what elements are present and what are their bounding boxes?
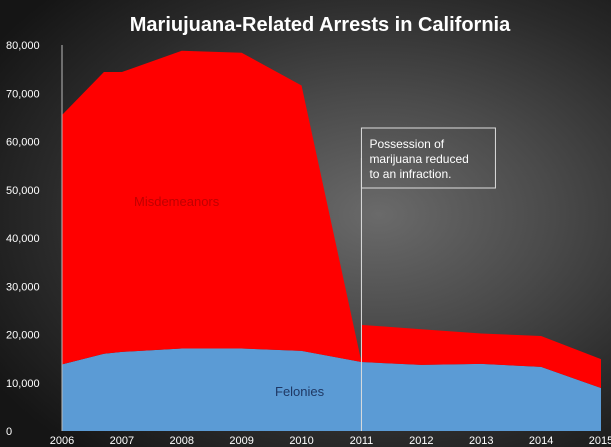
y-tick-label: 80,000 <box>6 40 40 52</box>
x-tick-label: 2013 <box>469 435 493 447</box>
x-tick-label: 2014 <box>529 435 553 447</box>
y-tick-label: 30,000 <box>6 281 40 293</box>
y-tick-label: 20,000 <box>6 330 40 342</box>
misdemeanors-area-2 <box>361 324 601 389</box>
annotation-line-3: to an infraction. <box>369 167 451 181</box>
y-tick-label: 70,000 <box>6 88 40 100</box>
y-tick-label: 40,000 <box>6 233 40 245</box>
series-label-felonies: Felonies <box>275 384 325 399</box>
y-tick-label: 10,000 <box>6 378 40 390</box>
y-tick-label: 60,000 <box>6 137 40 149</box>
y-tick-label: 0 <box>6 426 12 438</box>
annotation: Possession of marijuana reduced to an in… <box>360 127 496 431</box>
x-tick-label: 2008 <box>170 435 194 447</box>
y-axis: 0 10,000 20,000 30,000 40,000 50,000 60,000 70,… <box>6 40 63 438</box>
misdemeanors-area-1 <box>62 50 362 365</box>
annotation-line-1: Possession of <box>369 137 444 151</box>
x-tick-label: 2009 <box>229 435 253 447</box>
annotation-box <box>360 127 496 189</box>
x-axis: 2006 2007 2008 2009 2010 2011 2012 2013 2014 2015 <box>50 435 611 447</box>
x-tick-label: 2010 <box>289 435 313 447</box>
series-label-misdemeanors: Misdemeanors <box>134 194 220 209</box>
x-tick-label: 2007 <box>110 435 134 447</box>
x-tick-label: 2012 <box>409 435 433 447</box>
x-tick-label: 2011 <box>350 435 374 447</box>
y-tick-label: 50,000 <box>6 185 40 197</box>
chart-title: Mariujuana-Related Arrests in California <box>130 14 511 36</box>
annotation-line-2: marijuana reduced <box>369 152 468 166</box>
x-tick-label: 2015 <box>589 435 611 447</box>
x-tick-label: 2006 <box>50 435 74 447</box>
felonies-area <box>62 348 601 431</box>
series-areas <box>62 50 601 431</box>
annotation-text: Possession of marijuana reduced to an in… <box>369 137 472 181</box>
